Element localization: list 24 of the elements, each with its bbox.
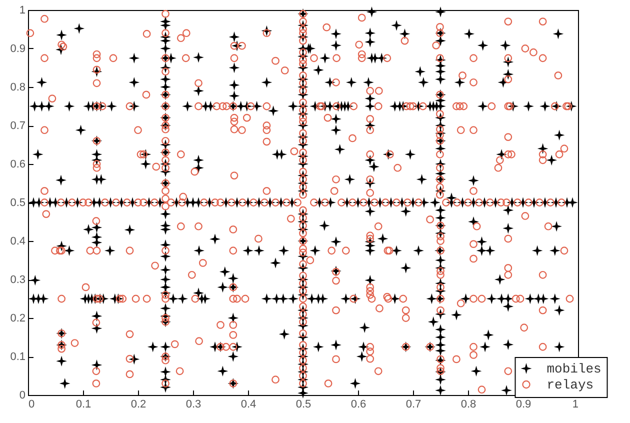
x-tick-label: 0.1	[76, 398, 92, 410]
x-tick-label: 0.3	[186, 398, 202, 410]
y-tick-label: 0.9	[10, 43, 26, 55]
x-tick-label: 0.6	[350, 398, 366, 410]
y-tick-label: 0.3	[10, 274, 26, 286]
x-tick-label: 0	[28, 398, 35, 410]
x-tick-label: 0.9	[516, 398, 532, 410]
x-tick-label: 0.5	[296, 398, 312, 410]
legend-label: mobiles	[546, 362, 602, 376]
y-tick-label: 0.5	[10, 197, 26, 209]
legend-label: relays	[546, 378, 594, 392]
y-tick-label: 0.1	[10, 351, 26, 363]
y-tick-label: 0.7	[10, 120, 26, 132]
y-tick-label: 0	[19, 390, 26, 402]
x-tick-label: 0.7	[406, 398, 422, 410]
x-tick-label: 0.8	[460, 398, 476, 410]
y-tick-label: 0.6	[10, 158, 26, 170]
x-tick-label: 1	[572, 398, 578, 410]
y-tick-label: 0.8	[10, 82, 26, 94]
x-tick-label: 0.2	[130, 398, 146, 410]
y-tick-label: 0.4	[10, 236, 26, 248]
y-tick-label: 0.2	[10, 312, 26, 324]
y-tick-label: 1	[19, 4, 26, 16]
x-tick-label: 0.4	[240, 398, 256, 410]
